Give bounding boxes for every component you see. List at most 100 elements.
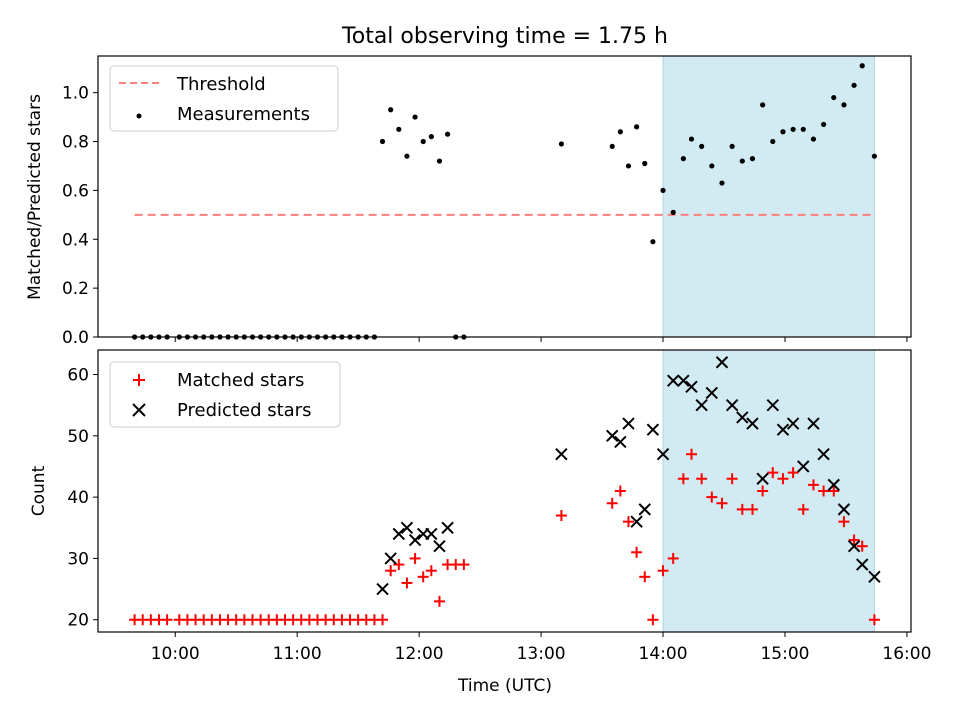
predicted-star-point bbox=[433, 539, 446, 553]
top-y-tick-label: 0.8 bbox=[62, 133, 89, 153]
measurement-point bbox=[851, 82, 857, 88]
matched-star-point bbox=[385, 565, 397, 577]
matched-star-point bbox=[838, 516, 850, 528]
matched-star-point bbox=[696, 473, 708, 485]
measurement-point bbox=[650, 239, 656, 245]
predicted-star-point bbox=[736, 411, 749, 424]
matched-star-point bbox=[757, 485, 769, 497]
matched-star-point bbox=[767, 467, 779, 479]
matched-legend-label: Matched stars bbox=[177, 370, 304, 391]
measurement-point bbox=[729, 143, 735, 150]
top-shaded-window bbox=[662, 55, 875, 338]
bottom-shaded-window bbox=[662, 349, 875, 633]
bottom-y-tick-label: 60 bbox=[67, 366, 89, 386]
threshold-legend-label: Threshold bbox=[176, 74, 266, 95]
measurement-point bbox=[634, 124, 640, 130]
predicted-star-point bbox=[376, 582, 389, 596]
measurement-point bbox=[831, 94, 837, 101]
measurement-point bbox=[404, 153, 410, 159]
matched-star-point bbox=[677, 473, 689, 485]
measurement-point bbox=[412, 114, 418, 120]
matched-star-point bbox=[647, 614, 659, 626]
matched-star-point bbox=[409, 552, 421, 564]
measurement-point bbox=[617, 129, 623, 135]
predicted-star-point bbox=[695, 398, 708, 412]
measurement-point bbox=[719, 180, 725, 186]
measurement-point bbox=[821, 121, 827, 128]
top-y-tick-label: 0.6 bbox=[62, 181, 89, 201]
matched-star-point bbox=[667, 552, 679, 564]
top-y-tick-label: 1.0 bbox=[62, 84, 89, 104]
measurement-point bbox=[420, 138, 426, 145]
measurement-point bbox=[859, 63, 865, 69]
bottom-shade-band bbox=[662, 349, 875, 633]
predicted-star-point bbox=[776, 423, 790, 436]
matched-star-point bbox=[856, 540, 868, 552]
measurement-point bbox=[625, 163, 632, 169]
bottom-x-tick-label: 12:00 bbox=[395, 644, 444, 664]
measurement-point bbox=[436, 158, 443, 164]
predicted-star-point bbox=[622, 417, 635, 430]
matched-star-point bbox=[161, 614, 173, 626]
bottom-plot-frame bbox=[97, 349, 912, 633]
matched-star-point bbox=[657, 565, 669, 577]
predicted-star-point bbox=[827, 478, 840, 492]
matched-star-point bbox=[639, 571, 651, 583]
matched-star-point bbox=[736, 503, 748, 515]
measurement-point bbox=[396, 126, 402, 132]
matched-star-point bbox=[746, 503, 758, 515]
predicted-star-point bbox=[666, 374, 680, 387]
matched-star-point bbox=[417, 571, 429, 583]
measurement-point bbox=[841, 102, 847, 108]
measurement-point bbox=[428, 134, 434, 140]
bottom-y-tick-label: 40 bbox=[67, 488, 89, 508]
matched-star-point bbox=[726, 473, 738, 485]
top-y-tick-label: 0.2 bbox=[62, 279, 89, 299]
predicted-legend-label: Predicted stars bbox=[177, 400, 311, 421]
measurement-point bbox=[770, 138, 776, 145]
predicted-star-point bbox=[868, 570, 881, 584]
measurement-point bbox=[688, 136, 695, 142]
bottom-y-tick-label: 50 bbox=[67, 427, 89, 447]
measurement-point bbox=[444, 131, 451, 137]
measurement-point bbox=[388, 107, 394, 113]
bottom-x-tick-label: 15:00 bbox=[760, 644, 809, 664]
predicted-star-point bbox=[715, 356, 729, 369]
predicted-star-point bbox=[614, 435, 627, 449]
measurement-point bbox=[871, 153, 878, 159]
matched-star-point bbox=[848, 534, 860, 546]
bottom-y-axis: 20 30 40 50 60 bbox=[67, 366, 98, 631]
measurement-point bbox=[609, 143, 615, 150]
measurements-legend-label: Measurements bbox=[177, 104, 310, 125]
bottom-x-tick-label: 11:00 bbox=[273, 644, 322, 664]
matched-star-point bbox=[706, 491, 718, 503]
predicted-star-point bbox=[856, 558, 869, 571]
measurement-point bbox=[790, 126, 796, 132]
measurement-point bbox=[749, 156, 756, 162]
matched-star-point bbox=[828, 485, 840, 497]
matched-legend-swatch bbox=[133, 374, 145, 386]
predicted-star-point bbox=[786, 417, 800, 430]
top-legend-box bbox=[109, 65, 339, 132]
matched-star-point bbox=[393, 559, 405, 571]
matched-star-point bbox=[797, 503, 809, 515]
measurement-point bbox=[558, 141, 565, 147]
predicted-star-point bbox=[656, 448, 670, 461]
bottom-y-tick-label: 30 bbox=[67, 549, 89, 569]
matched-star-point bbox=[807, 479, 819, 491]
predicted-star-point bbox=[638, 503, 651, 516]
predicted-star-point bbox=[555, 448, 568, 461]
bottom-x-axis: 10:00 11:00 12:00 13:00 14:00 15:00 16:00 bbox=[151, 632, 931, 664]
predicted-star-point bbox=[441, 521, 454, 534]
measurements-legend-swatch bbox=[136, 113, 142, 119]
bottom-x-tick-label: 16:00 bbox=[882, 644, 931, 664]
matched-star-point bbox=[401, 577, 413, 589]
top-y-axis-label: Matched/Predicted stars bbox=[25, 94, 45, 300]
top-legend: Threshold Measurements bbox=[109, 65, 339, 132]
measurement-point bbox=[810, 136, 817, 142]
predicted-star-point bbox=[400, 521, 414, 534]
matched-star-point bbox=[622, 516, 634, 528]
predicted-star-point bbox=[677, 374, 690, 387]
measurement-point bbox=[379, 138, 386, 145]
matched-star-point bbox=[685, 448, 697, 460]
